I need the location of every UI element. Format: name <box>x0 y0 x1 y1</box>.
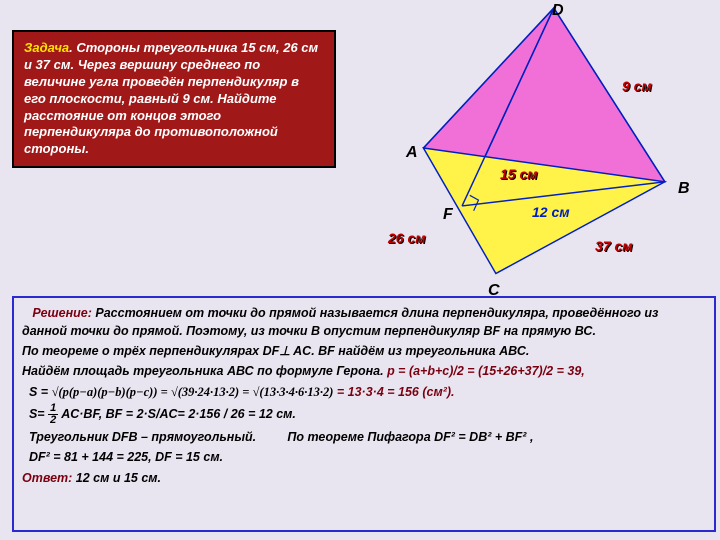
solution-line-5: S= 12 AC·BF, BF = 2·S/AC= 2·156 / 26 = 1… <box>22 403 706 426</box>
solution-line-6a: Треугольник DFB – прямоугольный. <box>29 430 256 444</box>
problem-text: . Стороны треугольника 15 см, 26 см и 37… <box>24 40 318 156</box>
s-eq2: S= <box>29 407 48 421</box>
solution-line-3b: p = (a+b+c)/2 = (15+26+37)/2 = 39, <box>387 364 585 378</box>
one-half-fraction: 12 <box>48 403 58 426</box>
label-db: 9 см <box>622 78 652 94</box>
solution-line-1b: Расстоянием от точки до прямой называетс… <box>22 306 658 338</box>
vertex-d: D <box>552 2 564 20</box>
label-bc: 37 см <box>595 238 633 254</box>
solution-box: Решение: Расстоянием от точки до прямой … <box>12 296 716 532</box>
geometry-diagram: D A В F С 9 см 15 см 12 см 26 см 37 см <box>340 8 700 288</box>
heron-formula: √(p(p−a)(p−b)(p−c)) = √(39·24·13·2) = √(… <box>52 383 334 401</box>
solution-heading: Решение: <box>32 306 92 320</box>
problem-statement-box: Задача. Стороны треугольника 15 см, 26 с… <box>12 30 336 168</box>
label-ac: 26 см <box>388 230 426 246</box>
answer-text: 12 см и 15 см. <box>72 471 161 485</box>
solution-line-4c: = 13·3·4 = 156 (см²). <box>337 385 455 399</box>
vertex-a: A <box>406 144 418 162</box>
solution-line-2: По теореме о трёх перпендикулярах DF⊥ AC… <box>22 342 706 360</box>
s-eq: S = <box>29 385 48 399</box>
solution-line-3: Найдём площадь треугольника АВС по форму… <box>22 362 706 380</box>
answer-line: Ответ: 12 см и 15 см. <box>22 469 706 487</box>
solution-line-4: S = √(p(p−a)(p−b)(p−c)) = √(39·24·13·2) … <box>22 383 706 402</box>
answer-label: Ответ: <box>22 471 72 485</box>
solution-line-6: Треугольник DFB – прямоугольный. По теор… <box>22 428 706 446</box>
vertex-c: С <box>488 282 500 300</box>
vertex-f: F <box>443 206 453 224</box>
problem-title: Задача <box>24 40 69 55</box>
solution-line-5b: AC·BF, BF = 2·S/AC= 2·156 / 26 = 12 см. <box>61 407 296 421</box>
vertex-b: В <box>678 180 690 198</box>
label-fb: 12 см <box>532 204 570 220</box>
solution-line-7: DF² = 81 + 144 = 225, DF = 15 см. <box>22 448 706 466</box>
label-ab: 15 см <box>500 166 538 182</box>
solution-line-3a: Найдём площадь треугольника АВС по форму… <box>22 364 384 378</box>
solution-line-6b: По теореме Пифагора DF² = DB² + BF² , <box>287 430 533 444</box>
solution-line-1: Решение: Расстоянием от точки до прямой … <box>22 304 706 340</box>
